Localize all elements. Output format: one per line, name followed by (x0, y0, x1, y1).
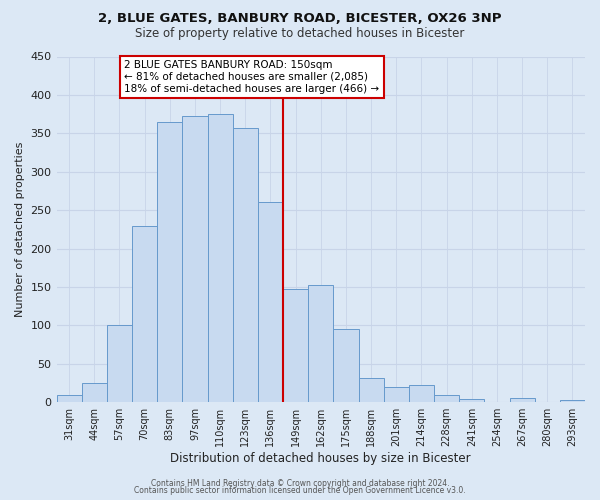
Text: Size of property relative to detached houses in Bicester: Size of property relative to detached ho… (136, 28, 464, 40)
Bar (434, 394, 459, 402)
Bar (308, 284, 334, 402)
Bar (560, 400, 585, 402)
Text: 2, BLUE GATES, BANBURY ROAD, BICESTER, OX26 3NP: 2, BLUE GATES, BANBURY ROAD, BICESTER, O… (98, 12, 502, 26)
Bar (107, 326, 132, 402)
Bar (157, 122, 182, 402)
Bar (233, 128, 258, 402)
Text: 2 BLUE GATES BANBURY ROAD: 150sqm
← 81% of detached houses are smaller (2,085)
1: 2 BLUE GATES BANBURY ROAD: 150sqm ← 81% … (124, 60, 380, 94)
Bar (459, 399, 484, 402)
Bar (409, 386, 434, 402)
Text: Contains HM Land Registry data © Crown copyright and database right 2024.: Contains HM Land Registry data © Crown c… (151, 478, 449, 488)
Bar (359, 378, 383, 402)
Bar (334, 329, 359, 402)
Bar (208, 114, 233, 402)
Y-axis label: Number of detached properties: Number of detached properties (15, 142, 25, 317)
Bar (509, 398, 535, 402)
Text: Contains public sector information licensed under the Open Government Licence v3: Contains public sector information licen… (134, 486, 466, 495)
Bar (258, 202, 283, 402)
Bar (182, 116, 208, 402)
Bar (383, 387, 409, 402)
Bar (56, 394, 82, 402)
Bar (82, 383, 107, 402)
Bar (283, 290, 308, 402)
Bar (132, 226, 157, 402)
X-axis label: Distribution of detached houses by size in Bicester: Distribution of detached houses by size … (170, 452, 471, 465)
